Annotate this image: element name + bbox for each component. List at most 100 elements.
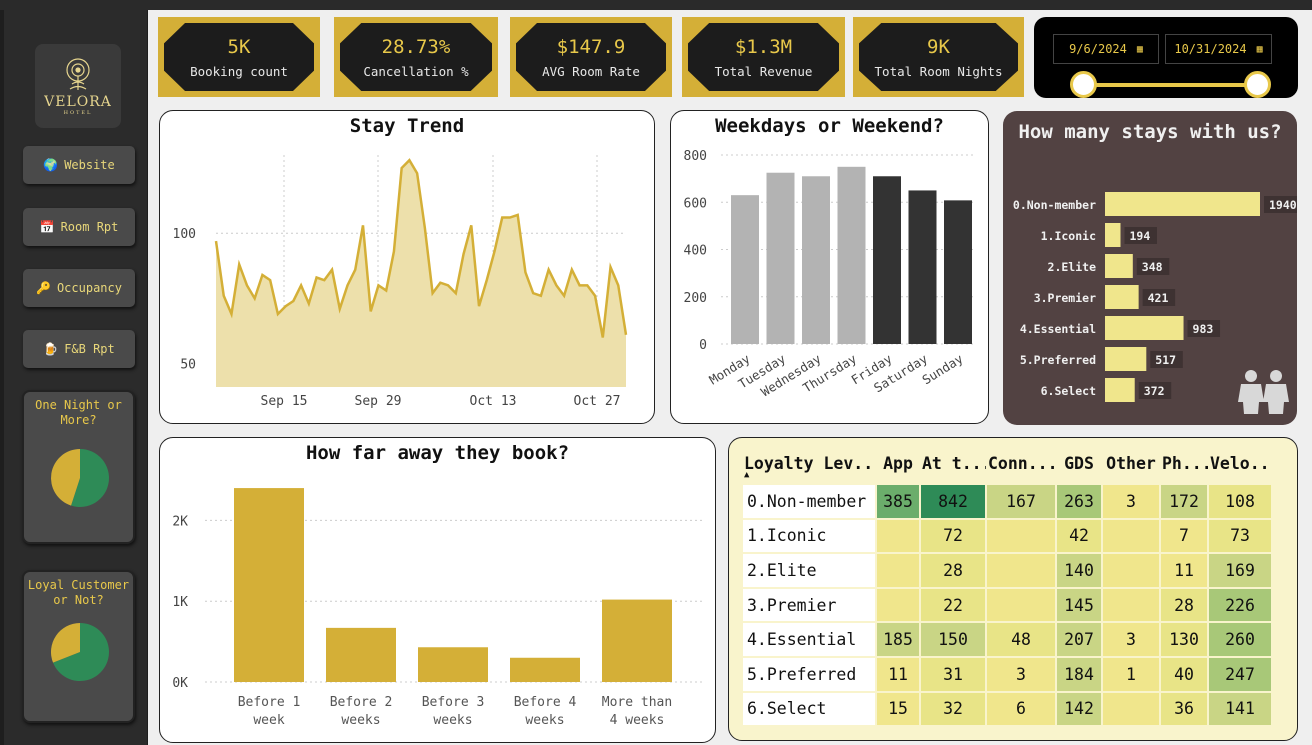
table-cell	[1101, 586, 1161, 624]
bar	[802, 176, 830, 344]
data-label: 1940	[1269, 198, 1297, 212]
x-tick-label: weeks	[433, 713, 472, 728]
sort-ascending-icon: ▲	[744, 470, 750, 480]
y-tick-label: 400	[684, 244, 707, 259]
row-header: 5.Preferred	[741, 655, 877, 693]
table-cell	[875, 586, 921, 624]
column-header[interactable]: GDS	[1064, 454, 1094, 473]
row-header: 6.Select	[741, 690, 877, 728]
table-cell: 185	[875, 621, 921, 658]
table-row: 4.Essential 185 150 48 207 3 130 260	[741, 621, 1273, 658]
loyalty-channel-matrix: Loyalty Lev... ▲ App At t... Conn... GDS Other…	[728, 437, 1298, 741]
table-cell: 40	[1159, 655, 1209, 693]
table-cell: 42	[1055, 517, 1103, 555]
column-header[interactable]: Other	[1106, 454, 1156, 473]
row-header: 0.Non-member	[741, 483, 877, 520]
table-cell: 150	[919, 621, 987, 658]
pie-slice	[53, 623, 109, 681]
loyal-customer-title: Loyal Customer or Not?	[27, 578, 130, 607]
table-cell: 140	[1055, 552, 1103, 589]
date-slider-end-handle[interactable]	[1244, 71, 1271, 98]
weekdays-panel: Weekdays or Weekend? 800 600 400 200 0 Monday…	[670, 110, 989, 424]
table-cell: 141	[1207, 690, 1273, 728]
data-label: 517	[1155, 353, 1176, 367]
end-date-input[interactable]: 10/31/2024 ▦	[1165, 34, 1272, 64]
column-header[interactable]: At t...	[922, 454, 986, 473]
bar	[1105, 285, 1139, 309]
loyal-customer-pie	[51, 623, 109, 681]
stay-trend-panel: Stay Trend 100 50 Sep 15 Sep 29 Oct 13 Oct 27	[159, 110, 655, 424]
table-cell	[985, 517, 1057, 555]
category-label: 2.Elite	[1048, 260, 1097, 274]
category-label: 6.Select	[1041, 384, 1096, 398]
table-cell: 145	[1055, 586, 1103, 624]
x-tick-label: More than	[602, 695, 672, 710]
kpi-cancellation: 28.73% Cancellation %	[334, 17, 498, 97]
bar	[1105, 347, 1147, 371]
brand-logo: VELORA HOTEL	[35, 44, 121, 128]
table-cell: 15	[875, 690, 921, 728]
table-cell: 184	[1055, 655, 1103, 693]
column-header[interactable]: Ph...	[1162, 454, 1208, 473]
category-label: 4.Essential	[1020, 322, 1096, 336]
kpi-value: $1.3M	[734, 35, 793, 58]
x-tick-label: 4 weeks	[610, 713, 665, 728]
nav-fb-rpt-button[interactable]: 🍺 F&B Rpt	[23, 330, 135, 368]
calendar-icon: 📅	[39, 220, 55, 234]
column-header-sorted[interactable]: Loyalty Lev... ▲	[744, 454, 876, 480]
column-header[interactable]: Velo...	[1210, 454, 1272, 473]
column-header[interactable]: Conn...	[988, 454, 1056, 473]
category-label: 3.Premier	[1034, 291, 1096, 305]
brand-name: VELORA	[44, 94, 112, 110]
table-cell: 169	[1207, 552, 1273, 589]
x-tick-label: Before 2	[330, 695, 393, 710]
y-tick-label: 1K	[172, 595, 188, 610]
table-cell: 72	[919, 517, 987, 555]
top-bar	[0, 0, 1312, 10]
table-cell	[875, 517, 921, 555]
kpi-label: Total Room Nights	[874, 63, 1003, 79]
nav-website-label: Website	[64, 158, 115, 172]
table-cell	[1101, 517, 1161, 555]
x-tick-label: Sep 15	[261, 394, 308, 409]
date-slider-track[interactable]	[1072, 83, 1258, 87]
kpi-total-room-nights: 9K Total Room Nights	[853, 17, 1024, 97]
table-cell: 3	[1101, 621, 1161, 658]
table-cell: 226	[1207, 586, 1273, 624]
table-cell	[985, 552, 1057, 589]
nav-occupancy-button[interactable]: 🔑 Occupancy	[23, 269, 135, 307]
kpi-label: AVG Room Rate	[542, 63, 640, 79]
bar	[1105, 254, 1133, 278]
lead-time-chart: 2K 1K 0K Before 1 week Before 2 weeks Before 3 w…	[172, 488, 705, 728]
bar	[234, 488, 304, 682]
nav-website-button[interactable]: 🌍 Website	[23, 146, 135, 184]
column-header[interactable]: App	[883, 454, 913, 473]
bar	[418, 647, 488, 682]
table-row: 0.Non-member 385 842 167 263 3 172 108	[741, 483, 1273, 520]
start-date-input[interactable]: 9/6/2024 ▦	[1053, 34, 1159, 64]
x-tick-label: Before 1	[238, 695, 301, 710]
weekdays-chart: 8006004002000MondayTuesdayWednesdayThurs…	[684, 149, 976, 399]
brand-sub: HOTEL	[63, 110, 93, 116]
table-cell	[985, 586, 1057, 624]
kpi-label: Total Revenue	[714, 63, 813, 79]
date-slider-start-handle[interactable]	[1070, 71, 1097, 98]
kpi-label: Cancellation %	[363, 63, 469, 79]
trend-area	[216, 160, 626, 387]
one-night-title: One Night or More?	[35, 398, 122, 427]
calendar-icon: ▦	[1136, 43, 1143, 55]
end-date-value: 10/31/2024	[1174, 42, 1247, 56]
kpi-value: $147.9	[556, 35, 626, 58]
row-header: 4.Essential	[741, 621, 877, 658]
pie-slice	[50, 449, 80, 506]
y-tick-label: 50	[180, 358, 196, 373]
table-cell: 1	[1101, 655, 1161, 693]
nav-room-rpt-button[interactable]: 📅 Room Rpt	[23, 208, 135, 246]
weekdays-title: Weekdays or Weekend?	[715, 115, 944, 137]
bar	[326, 627, 396, 682]
y-tick-label: 0	[699, 338, 707, 353]
loyal-customer-card: Loyal Customer or Not?	[22, 570, 135, 723]
lead-time-title: How far away they book?	[305, 442, 570, 464]
peacock-logo-icon	[66, 58, 90, 90]
kpi-avg-room-rate: $147.9 AVG Room Rate	[510, 17, 672, 97]
